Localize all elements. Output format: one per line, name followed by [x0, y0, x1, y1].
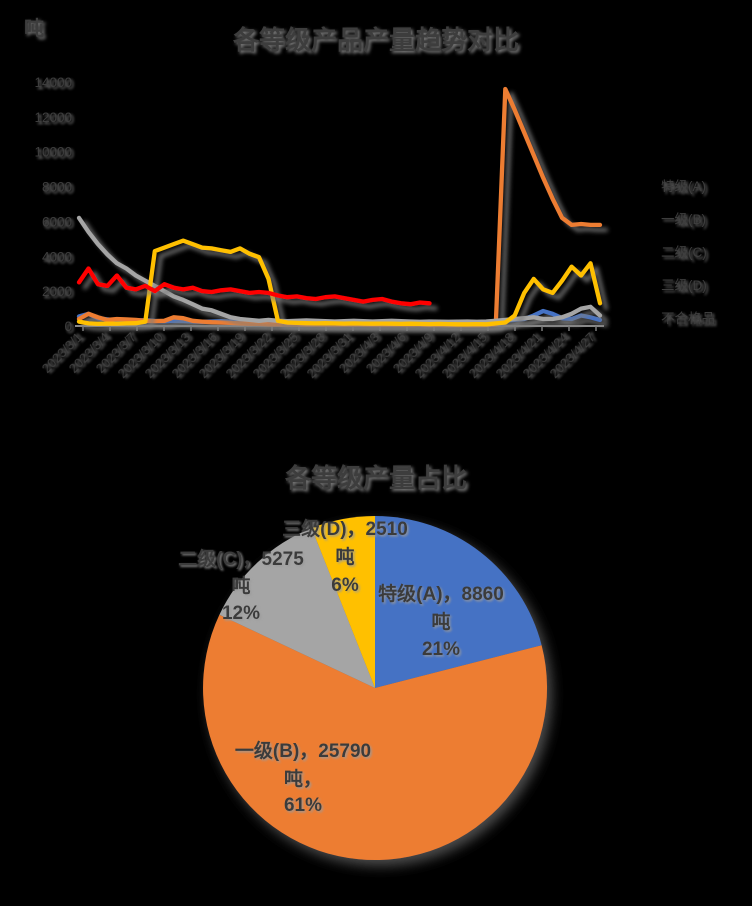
pie-label-1: 一级(B)，25790 吨， 61%	[235, 739, 371, 816]
y-tick-label: 4000	[42, 249, 72, 264]
legend-item-0: 特级(A)	[622, 179, 706, 194]
pie-label-line: 一级(B)，25790	[235, 739, 371, 762]
y-tick-label: 12000	[34, 110, 72, 125]
series-line-3	[76, 238, 603, 327]
pie-label-line: 二级(C)，5275	[178, 547, 304, 570]
legend-label: 二级(C)	[661, 245, 707, 260]
pie-slice-0	[375, 516, 542, 688]
y-tick-label: 10000	[34, 145, 72, 160]
pie-slice-1	[203, 614, 548, 861]
pie-label-2: 二级(C)，5275 吨 12%	[178, 547, 304, 624]
line-chart-title: 各等级产品产量趋势对比	[232, 25, 519, 55]
legend-item-4: 不合格品	[622, 311, 715, 326]
pie-label-line: 12%	[222, 603, 260, 624]
y-tick-label: 6000	[42, 214, 72, 229]
pie-chart-title: 各等级产量占比	[284, 463, 467, 493]
pie-label-line: 6%	[331, 575, 359, 596]
pie-slice-2	[219, 528, 375, 688]
y-axis-labels: 0 2000 4000 6000 8000 10000 12000 14000	[34, 75, 72, 334]
legend-label: 三级(D)	[661, 278, 707, 293]
legend-label: 不合格品	[661, 311, 715, 326]
legend-item-3: 三级(D)	[622, 278, 707, 293]
series-line-4	[76, 266, 432, 307]
pie-slice-3	[311, 516, 375, 688]
x-axis-labels: 2023/3/12023/3/42023/3/72023/3/102023/3/…	[39, 326, 598, 381]
y-axis-unit-label: 吨	[24, 18, 44, 40]
pie-label-line: 吨	[431, 610, 450, 633]
pie-label-line: 61%	[284, 795, 322, 816]
legend-item-2: 二级(C)	[622, 245, 707, 260]
y-tick-label: 14000	[34, 75, 72, 90]
pie-label-line: 吨	[335, 545, 354, 568]
pie-label-0: 特级(A)，8860 吨 21%	[378, 582, 504, 660]
legend-label: 特级(A)	[661, 179, 706, 194]
legend-item-1: 一级(B)	[622, 212, 706, 227]
y-tick-label: 8000	[42, 180, 72, 195]
y-tick-label: 0	[64, 319, 72, 334]
legend: 特级(A) 一级(B) 二级(C) 三级(D) 不合格品	[622, 179, 715, 326]
pie-label-line: 21%	[422, 639, 460, 660]
pie-chart-plot: 特级(A)，8860 吨 21% 一级(B)，25790 吨， 61% 二级(C)，5275…	[178, 516, 548, 861]
pie-label-line: 吨	[231, 574, 250, 597]
line-chart-plot: 0 2000 4000 6000 8000 10000 12000 14000 2023/3/1…	[34, 75, 715, 381]
pie-label-3: 三级(D)，2510 吨 6%	[282, 517, 408, 596]
pie-label-line: 特级(A)，8860	[378, 582, 504, 605]
pie	[203, 516, 548, 861]
y-tick-label: 2000	[42, 284, 72, 299]
pie-label-line: 吨，	[284, 767, 322, 790]
series-line-2	[76, 215, 603, 324]
legend-label: 一级(B)	[661, 212, 706, 227]
pie-label-line: 三级(D)，2510	[282, 517, 408, 540]
